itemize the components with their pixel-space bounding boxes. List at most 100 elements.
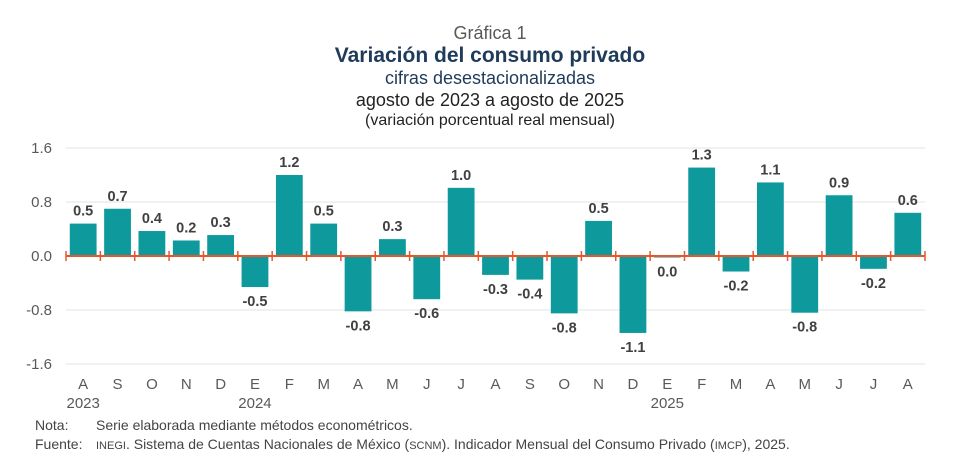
bar [207, 235, 235, 256]
bar [585, 220, 612, 256]
source-inegi: INEGI [96, 440, 126, 452]
x-tick-label: J [423, 376, 431, 393]
data-label: 0.4 [142, 211, 162, 227]
data-label: 0.3 [211, 215, 231, 231]
y-tick-label: -1.6 [26, 356, 52, 373]
data-label: -0.8 [346, 318, 371, 334]
x-tick-label: F [285, 376, 294, 393]
x-tick-label: M [317, 376, 330, 393]
bar [516, 256, 544, 280]
x-tick-label: A [490, 376, 500, 393]
data-label: 1.2 [279, 155, 299, 171]
data-label: 1.0 [451, 168, 471, 184]
note-label: Nota: [35, 417, 69, 433]
bar [619, 256, 647, 333]
x-tick-label: M [798, 376, 811, 393]
bar [688, 167, 716, 256]
bar [413, 256, 441, 300]
data-label: -0.5 [242, 294, 267, 310]
x-tick-label: S [525, 376, 535, 393]
data-label: -0.8 [792, 320, 817, 336]
x-axis-labels: A S O N D E F M A M J J A S O N D E F M A M J J A 2023 2024 2025 [66, 376, 912, 412]
data-label: 0.5 [588, 201, 608, 217]
chart-notes: Nota: Serie elaborada mediante métodos ec… [35, 416, 790, 456]
x-tick-label: E [662, 376, 672, 393]
x-tick-label: M [386, 376, 399, 393]
bar [241, 256, 269, 288]
x-year-label: 2023 [66, 395, 99, 412]
chart-titles: Gráfica 1 Variación del consumo privado … [0, 22, 980, 131]
source-imcp: IMCP [714, 440, 743, 452]
chart-period: agosto de 2023 a agosto de 2025 [355, 90, 625, 110]
data-label: 0.7 [107, 189, 127, 205]
data-label: -0.3 [483, 282, 508, 298]
bar [894, 212, 922, 256]
x-tick-label: N [181, 376, 192, 393]
y-tick-label: -0.8 [26, 302, 52, 319]
bar [447, 187, 475, 256]
chart-subtitle: cifras desestacionalizadas [384, 68, 596, 88]
x-tick-label: O [558, 376, 570, 393]
zero-axis [65, 251, 926, 261]
bar [379, 239, 406, 256]
data-label: 0.6 [898, 193, 918, 209]
bar [860, 256, 887, 269]
data-label: -0.4 [517, 287, 542, 303]
data-label: 1.3 [692, 148, 712, 164]
data-label: -0.2 [861, 276, 886, 292]
bar [550, 256, 578, 314]
data-label: -0.6 [414, 306, 439, 322]
y-tick-label: 0.0 [31, 248, 52, 265]
data-label: -0.2 [724, 279, 749, 295]
x-year-label: 2024 [238, 395, 271, 412]
x-tick-label: A [78, 376, 88, 393]
y-axis-ticks: 1.6 0.8 0.0 -0.8 -1.6 [26, 140, 52, 373]
data-label: 0.3 [382, 219, 402, 235]
data-label: 0.5 [314, 204, 334, 220]
bar [791, 256, 819, 313]
source-text-3: ), 2025. [742, 436, 790, 452]
data-label: -0.8 [552, 320, 577, 336]
y-tick-label: 1.6 [31, 140, 52, 157]
data-label: 0.9 [829, 175, 849, 191]
data-label: 0.5 [73, 204, 93, 220]
bar [69, 223, 97, 256]
data-label: -1.1 [620, 340, 645, 356]
source-scnm: SCNM [409, 440, 442, 452]
bar [138, 231, 166, 256]
bar [275, 175, 303, 256]
x-tick-label: A [353, 376, 363, 393]
x-tick-label: J [457, 376, 465, 393]
bars [69, 167, 922, 333]
figure-label: Gráfica 1 [453, 23, 527, 43]
source-text-2: ). Indicador Mensual del Consumo Privado… [441, 436, 715, 452]
bar [310, 223, 338, 256]
bar [172, 240, 200, 256]
data-label: 0.2 [176, 220, 196, 236]
note-line: Nota: Serie elaborada mediante métodos ec… [35, 416, 790, 435]
x-tick-label: N [593, 376, 604, 393]
x-tick-label: A [903, 376, 913, 393]
bar [756, 182, 784, 256]
x-tick-label: M [730, 376, 743, 393]
chart-unit: (variación porcentual real mensual) [365, 112, 615, 129]
chart-title: Variación del consumo privado [334, 44, 646, 67]
data-labels: 0.5 0.7 0.4 0.2 0.3 -0.5 1.2 0.5 -0.8 0.3 -0.6 1.0 -… [73, 148, 918, 356]
bar [344, 256, 372, 312]
bar [482, 256, 509, 275]
x-tick-label: E [250, 376, 260, 393]
data-label: 1.1 [760, 162, 780, 178]
source-text-1: . Sistema de Cuentas Nacionales de Méxic… [125, 436, 410, 452]
data-label: 0.0 [657, 265, 677, 281]
x-tick-label: S [113, 376, 123, 393]
x-tick-label: O [146, 376, 158, 393]
x-tick-label: D [628, 376, 639, 393]
source-line: Fuente: INEGI. Sistema de Cuentas Naciona… [35, 435, 790, 456]
x-tick-label: J [835, 376, 843, 393]
note-text: Serie elaborada mediante métodos economé… [96, 417, 413, 433]
x-tick-label: J [870, 376, 878, 393]
bar [825, 195, 853, 256]
bar [722, 256, 750, 272]
y-tick-label: 0.8 [31, 194, 52, 211]
